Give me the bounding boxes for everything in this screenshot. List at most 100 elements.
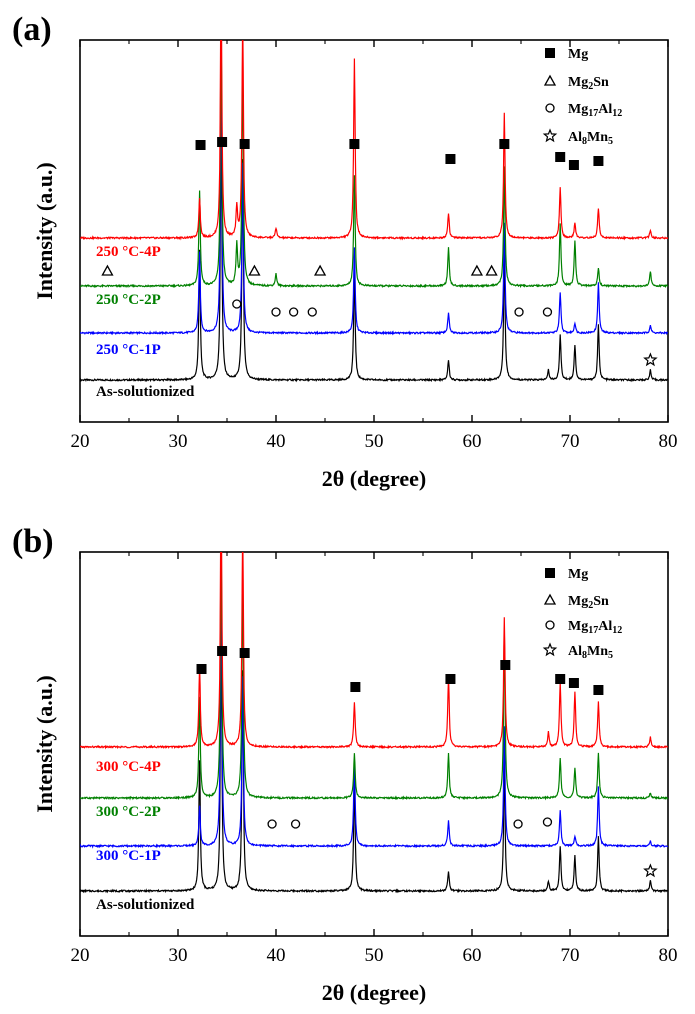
x-tick-label: 50 (365, 431, 384, 452)
legend-label: Mg2Sn (568, 594, 609, 611)
phase-marker-square (217, 137, 228, 147)
legend-marker-star (542, 642, 558, 657)
x-tick-label: 80 (659, 431, 678, 452)
legend-marker-square (545, 48, 555, 58)
phase-marker-square (239, 139, 250, 149)
phase-marker-square (217, 646, 228, 656)
phase-marker-circle (542, 817, 553, 827)
phase-marker-triangle (101, 264, 114, 276)
phase-marker-circle (513, 819, 523, 829)
series-line-2 (80, 40, 668, 289)
x-tick-label: 70 (561, 431, 580, 452)
x-ticks: 20 30 40 50 60 70 80 (71, 40, 678, 452)
legend-label: Mg17Al12 (568, 619, 622, 636)
phase-marker-circle (271, 307, 281, 317)
series-line-3 (80, 40, 668, 241)
panel-a: (a) As-solutionized 250 °C-1P 250 °C-2P 250… (12, 11, 678, 491)
legend-label: Mg17Al12 (568, 102, 622, 119)
legend-marker-circle (545, 103, 555, 113)
legend: Mg Mg2Sn Mg17Al12 Al8Mn5 (542, 567, 622, 661)
panel-label: (a) (12, 11, 52, 48)
x-tick-label: 40 (267, 431, 286, 452)
x-tick-label: 80 (659, 945, 678, 966)
x-tick-label: 60 (463, 431, 482, 452)
panel-label: (b) (12, 523, 54, 560)
trace-label-2: 300 °C-2P (96, 804, 161, 820)
trace-label-3: 250 °C-4P (96, 244, 161, 260)
x-ticks: 20 30 40 50 60 70 80 (71, 552, 678, 966)
trace-label-3: 300 °C-4P (96, 759, 161, 775)
phase-marker-triangle (470, 264, 484, 276)
trace-label-1: 250 °C-1P (96, 342, 161, 358)
phase-marker-square (555, 674, 566, 684)
trace-labels: As-solutionized 300 °C-1P 300 °C-2P 300 °C-… (96, 759, 195, 913)
phase-marker-circle (542, 307, 553, 317)
legend-label: Al8Mn5 (568, 130, 613, 147)
traces (80, 40, 668, 383)
plot-frame (79, 551, 669, 937)
legend-label: Mg2Sn (568, 75, 609, 92)
phase-marker-square (500, 660, 511, 670)
x-axis-title: 2θ (degree) (322, 980, 427, 1005)
legend-marker-square (545, 568, 555, 578)
phase-marker-square (593, 156, 604, 166)
trace-label-2: 250 °C-2P (96, 292, 161, 308)
phase-marker-square (593, 685, 604, 695)
phase-marker-square (499, 139, 510, 149)
series-line-3 (80, 552, 668, 750)
phase-marker-square (445, 674, 456, 684)
panel-b: (b) As-solutionized 300 °C-1P 300 °C-2P 300… (12, 523, 678, 1005)
phase-marker-square (445, 154, 456, 164)
phase-marker-square (555, 152, 566, 162)
phase-marker-triangle (248, 264, 261, 276)
phase-marker-circle (514, 307, 524, 317)
phase-marker-star (643, 863, 658, 878)
series-line-1 (80, 72, 668, 336)
phase-marker-circle (267, 819, 277, 829)
series-line-0 (80, 629, 668, 894)
x-tick-label: 40 (267, 945, 286, 966)
x-tick-label: 60 (463, 945, 482, 966)
phase-marker-square (350, 682, 361, 692)
y-axis-title: Intensity (a.u.) (32, 162, 57, 300)
legend-label: Al8Mn5 (568, 644, 613, 661)
phase-marker-square (239, 648, 250, 658)
plot-frame (79, 39, 669, 423)
trace-label-0: As-solutionized (96, 897, 195, 913)
x-tick-label: 30 (169, 431, 188, 452)
phase-marker-triangle (313, 264, 327, 276)
phase-marker-square (195, 140, 206, 150)
y-axis-title: Intensity (a.u.) (32, 675, 57, 813)
series-line-0 (80, 119, 668, 383)
x-tick-label: 30 (169, 945, 188, 966)
legend-marker-circle (545, 620, 555, 630)
legend-marker-triangle (543, 74, 557, 86)
traces (80, 552, 668, 894)
x-tick-label: 70 (561, 945, 580, 966)
phase-marker-square (196, 664, 207, 674)
phase-marker-circle (290, 819, 301, 829)
x-tick-label: 50 (365, 945, 384, 966)
phase-marker-circle (232, 299, 242, 309)
trace-label-0: As-solutionized (96, 384, 195, 400)
phase-marker-square (349, 139, 360, 149)
legend: Mg Mg2Sn Mg17Al12 Al8Mn5 (542, 47, 622, 147)
phase-marker-star (643, 352, 658, 367)
phase-marker-square (568, 678, 579, 688)
legend-label: Mg (568, 567, 588, 582)
x-axis-title: 2θ (degree) (322, 466, 427, 491)
phase-marker-circle (307, 307, 317, 317)
phase-markers (101, 137, 658, 367)
phase-marker-triangle (485, 264, 498, 276)
x-tick-label: 20 (71, 431, 90, 452)
trace-label-1: 300 °C-1P (96, 848, 161, 864)
phase-markers (196, 646, 658, 878)
legend-label: Mg (568, 47, 588, 62)
legend-marker-triangle (543, 593, 557, 605)
x-tick-label: 20 (71, 945, 90, 966)
phase-marker-square (568, 160, 579, 170)
series-line-1 (80, 585, 668, 849)
legend-marker-star (542, 128, 558, 143)
phase-marker-circle (288, 307, 299, 317)
